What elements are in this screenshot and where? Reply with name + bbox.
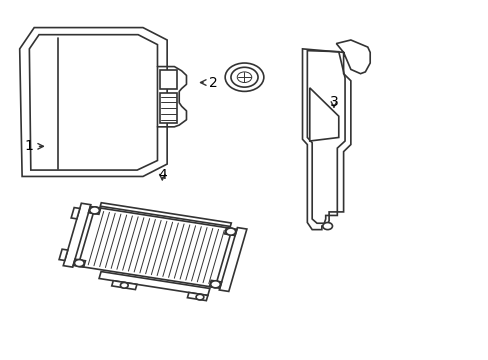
Polygon shape — [71, 208, 80, 219]
Circle shape — [224, 63, 264, 91]
Circle shape — [225, 228, 235, 235]
Polygon shape — [309, 88, 338, 141]
Polygon shape — [112, 281, 137, 289]
Polygon shape — [219, 228, 246, 292]
Text: 3: 3 — [329, 95, 338, 109]
Circle shape — [196, 294, 203, 300]
Polygon shape — [99, 271, 209, 296]
Circle shape — [74, 260, 84, 267]
Polygon shape — [88, 206, 101, 214]
Circle shape — [90, 207, 99, 214]
Polygon shape — [78, 207, 232, 288]
Text: 2: 2 — [200, 76, 217, 90]
Polygon shape — [63, 203, 91, 267]
Polygon shape — [73, 259, 85, 267]
Polygon shape — [302, 40, 369, 230]
Polygon shape — [59, 249, 68, 260]
Polygon shape — [20, 28, 167, 176]
Polygon shape — [160, 93, 177, 123]
Circle shape — [210, 281, 220, 288]
Text: 1: 1 — [25, 139, 43, 153]
Circle shape — [120, 283, 128, 288]
Polygon shape — [224, 228, 236, 235]
Circle shape — [322, 222, 332, 230]
Polygon shape — [160, 70, 177, 89]
Polygon shape — [100, 203, 231, 226]
Polygon shape — [209, 280, 221, 288]
Text: 4: 4 — [158, 168, 166, 182]
Polygon shape — [187, 292, 207, 301]
